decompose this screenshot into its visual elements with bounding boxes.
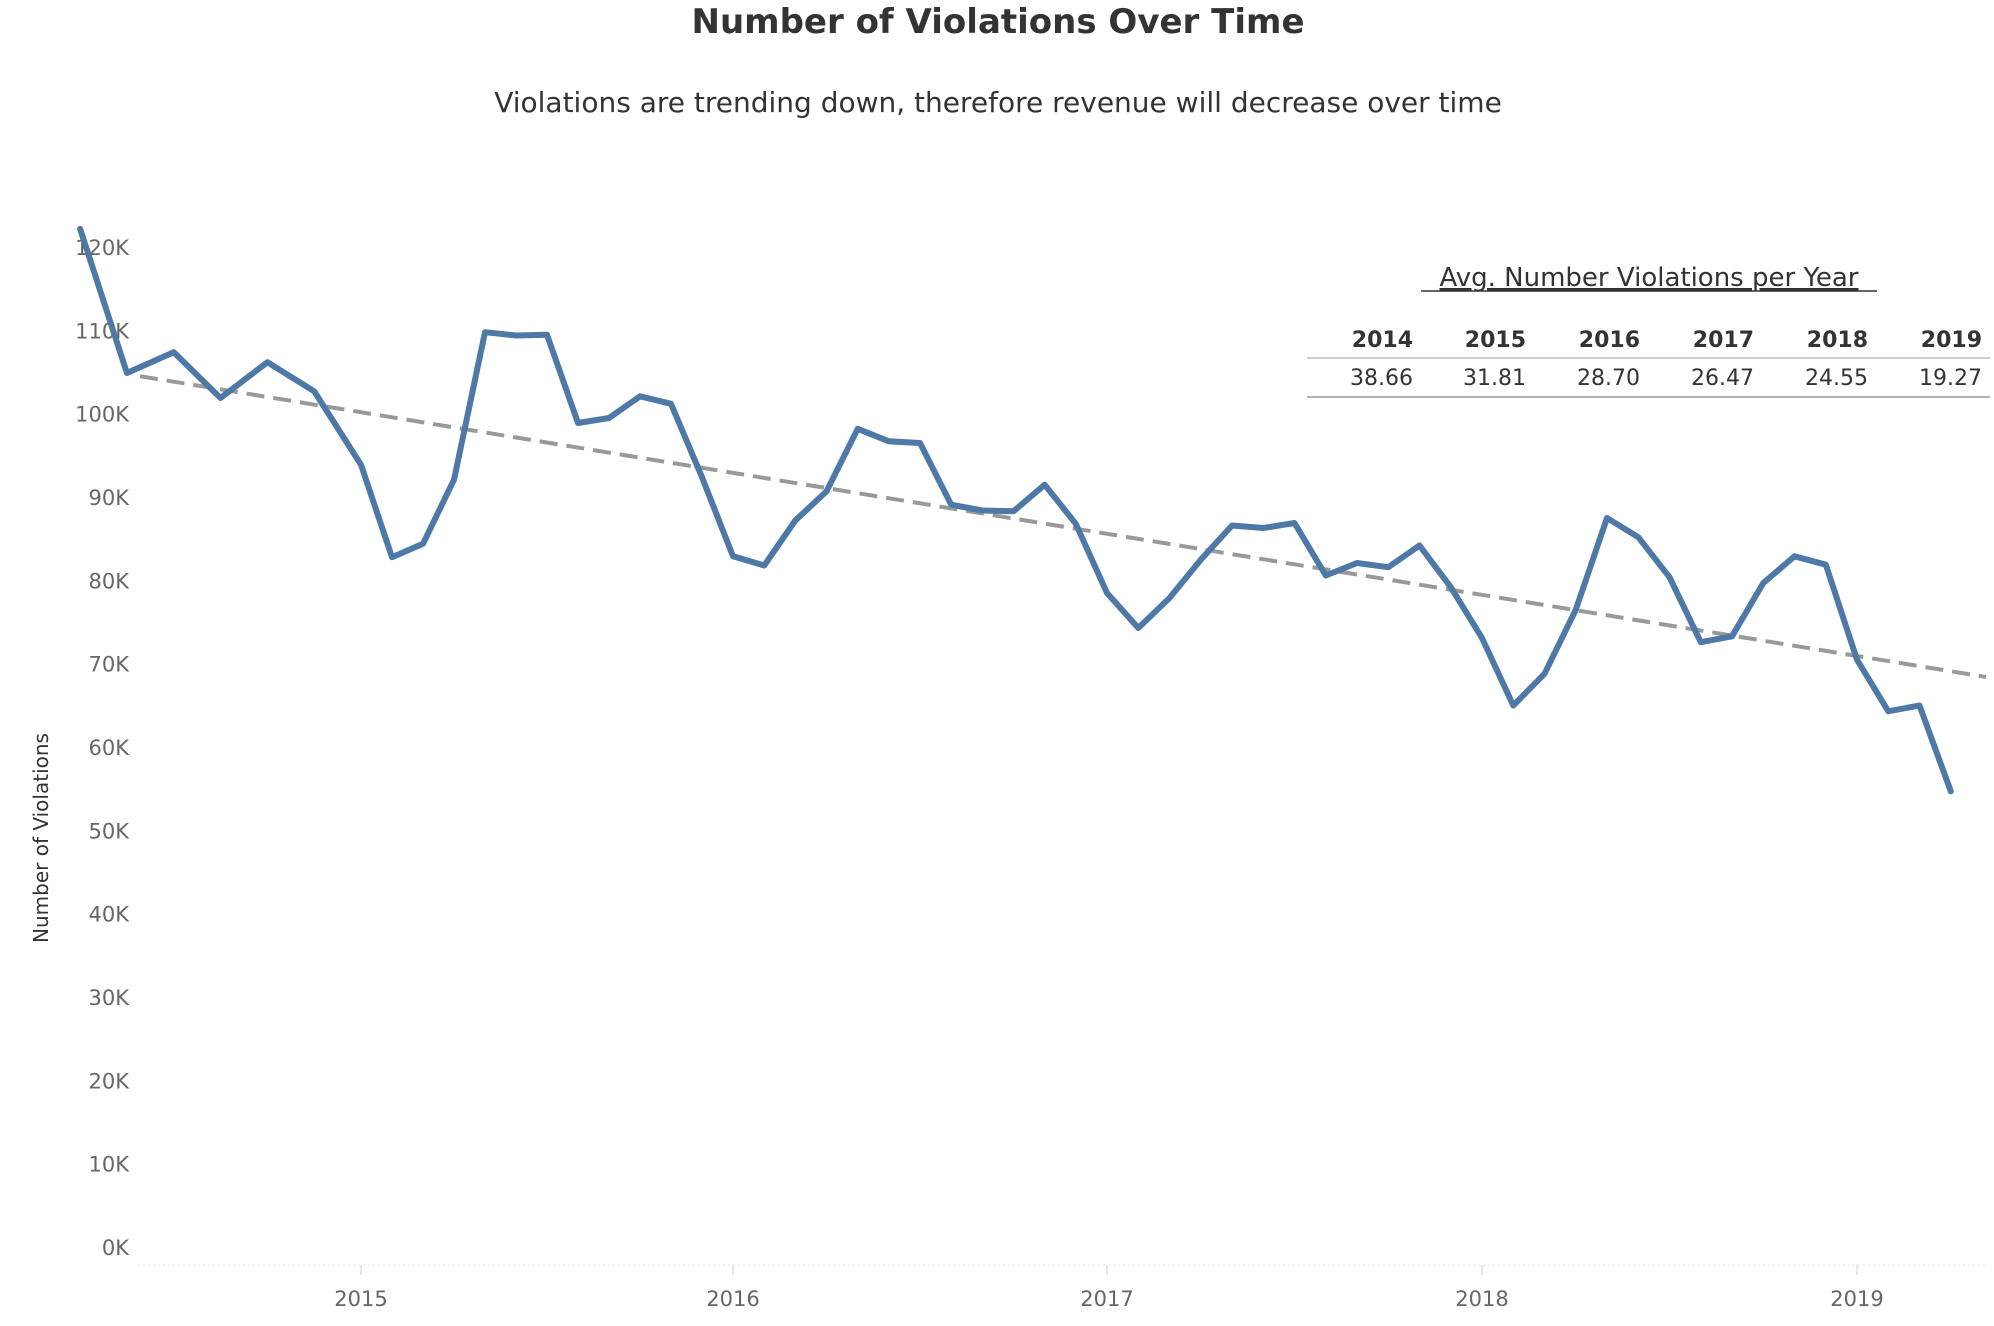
data-point (979, 508, 985, 513)
table-value-2015: 31.81 (1463, 366, 1526, 391)
data-point (886, 438, 892, 444)
data-point (1260, 525, 1266, 531)
trend-line (139, 374, 1987, 679)
data-point (1885, 708, 1891, 714)
data-point (1760, 580, 1766, 586)
data-point (1604, 515, 1610, 521)
data-point (544, 332, 550, 338)
data-point (1323, 573, 1329, 578)
x-tick-label: 2016 (706, 1287, 759, 1311)
data-point (1104, 590, 1110, 596)
data-point (1042, 482, 1048, 488)
data-point (575, 420, 581, 426)
table-value-2017: 26.47 (1691, 366, 1754, 391)
table-header-2016: 2016 (1579, 328, 1640, 353)
table-header-2019: 2019 (1921, 328, 1982, 353)
data-point (358, 462, 364, 468)
data-point (389, 554, 395, 560)
data-point (1667, 574, 1672, 580)
data-point (948, 502, 954, 508)
y-tick-label: 80K (89, 569, 131, 593)
data-point (1385, 564, 1391, 570)
data-point (1854, 657, 1860, 663)
data-point (218, 395, 223, 401)
data-point (264, 359, 270, 365)
data-point (1698, 639, 1704, 645)
data-points (77, 226, 1954, 794)
data-point (124, 370, 130, 376)
data-point (1510, 703, 1516, 708)
data-point (606, 415, 612, 421)
data-point (1573, 607, 1579, 613)
y-tick-label: 10K (89, 1153, 131, 1177)
data-point (513, 333, 519, 338)
y-tick-label: 0K (102, 1236, 130, 1260)
avg-violations-table: Avg. Number Violations per Year 2014 38.6… (1307, 263, 1990, 398)
y-tick-label: 110K (75, 319, 130, 343)
x-tick-label: 2015 (334, 1287, 387, 1311)
data-point (761, 563, 767, 568)
x-tick-label: 2019 (1830, 1287, 1883, 1311)
data-point (1011, 508, 1016, 514)
data-point (637, 393, 643, 399)
violations-series-line (77, 225, 1954, 795)
x-axis: 2015 2016 2017 2018 2019 (334, 1265, 1884, 1311)
data-point (1417, 543, 1422, 548)
table-title: Avg. Number Violations per Year (1439, 263, 1858, 293)
y-tick-label: 90K (89, 486, 131, 510)
table-value-2014: 38.66 (1350, 366, 1413, 391)
data-point (482, 329, 488, 335)
table-value-2016: 28.70 (1577, 366, 1640, 391)
table-header-2015: 2015 (1465, 328, 1526, 353)
chart-title: Number of Violations Over Time (691, 2, 1304, 42)
data-point (1292, 520, 1297, 526)
data-point (1948, 788, 1954, 794)
y-tick-label: 20K (89, 1069, 131, 1093)
y-tick-label: 30K (89, 986, 131, 1010)
data-point (1198, 557, 1204, 563)
y-tick-label: 100K (75, 403, 130, 427)
data-point (1135, 625, 1141, 631)
data-point (668, 401, 674, 407)
chart-subtitle: Violations are trending down, therefore … (494, 86, 1502, 119)
data-point (171, 349, 177, 355)
data-point (730, 553, 736, 559)
data-point (792, 518, 798, 523)
data-point (1354, 560, 1360, 566)
data-point (1167, 595, 1172, 601)
data-point (824, 488, 829, 494)
data-point (1792, 553, 1797, 559)
y-tick-label: 40K (89, 903, 131, 927)
data-point (1635, 534, 1641, 540)
data-point (917, 440, 923, 446)
y-tick-label: 60K (89, 736, 131, 760)
data-point (420, 541, 426, 547)
x-tick-label: 2017 (1080, 1287, 1133, 1311)
data-point (1073, 521, 1079, 527)
y-tick-label: 70K (89, 653, 131, 677)
data-point (699, 474, 705, 480)
data-point (311, 388, 317, 394)
table-value-2018: 24.55 (1805, 366, 1868, 391)
table-header-2014: 2014 (1352, 328, 1413, 353)
data-point (1542, 671, 1547, 677)
data-point (1479, 635, 1485, 641)
data-point (855, 426, 861, 432)
data-point (1729, 633, 1735, 639)
table-header-2017: 2017 (1693, 328, 1754, 353)
data-point (1823, 562, 1829, 568)
x-tick-label: 2018 (1455, 1287, 1508, 1311)
y-axis-label: Number of Violations (29, 733, 53, 943)
data-point (1917, 703, 1922, 708)
data-point (451, 477, 457, 483)
data-point (1229, 523, 1235, 528)
y-axis: 0K10K20K30K40K50K60K70K80K90K100K110K120… (75, 236, 130, 1260)
table-header-2018: 2018 (1807, 328, 1868, 353)
table-value-2019: 19.27 (1919, 366, 1982, 391)
y-tick-label: 50K (89, 819, 131, 843)
data-point (1448, 584, 1454, 590)
data-point (77, 226, 83, 232)
